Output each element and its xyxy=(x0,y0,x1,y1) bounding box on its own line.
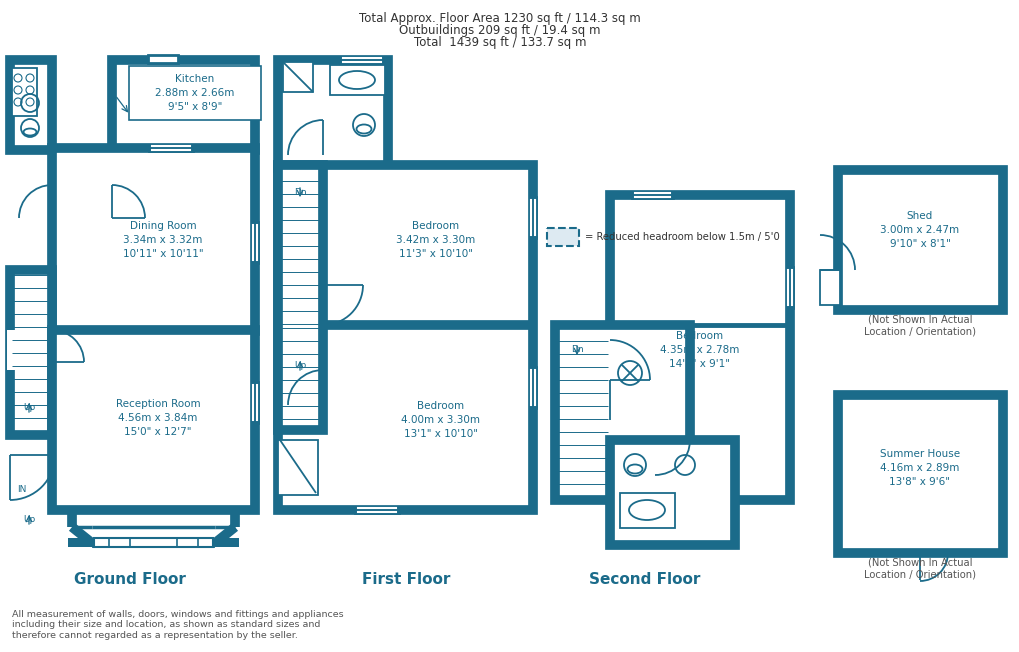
Bar xyxy=(112,60,255,150)
Bar xyxy=(278,165,533,510)
Text: Dn: Dn xyxy=(570,346,583,355)
Bar xyxy=(252,385,259,420)
Text: IN: IN xyxy=(17,486,26,494)
Text: First Floor: First Floor xyxy=(362,572,449,587)
Text: Bedroom
3.42m x 3.30m
11'3" x 10'10": Bedroom 3.42m x 3.30m 11'3" x 10'10" xyxy=(396,221,475,259)
Bar xyxy=(838,395,1002,553)
Bar xyxy=(7,330,15,370)
Bar xyxy=(342,57,381,64)
Text: Up: Up xyxy=(293,361,306,370)
Bar xyxy=(252,225,259,260)
Text: Up: Up xyxy=(22,404,35,413)
Bar xyxy=(609,195,790,500)
Text: Dn: Dn xyxy=(293,188,306,196)
Text: Shed
3.00m x 2.47m
9'10" x 8'1": Shed 3.00m x 2.47m 9'10" x 8'1" xyxy=(879,211,959,249)
Text: Second Floor: Second Floor xyxy=(589,572,700,587)
Bar xyxy=(282,62,313,92)
Bar xyxy=(94,538,213,547)
Bar xyxy=(635,192,669,199)
Bar xyxy=(148,55,178,63)
Bar xyxy=(554,325,689,500)
Bar xyxy=(278,60,387,168)
Bar xyxy=(10,60,52,150)
Text: Bedroom
4.35m x 2.78m
14'3" x 9'1": Bedroom 4.35m x 2.78m 14'3" x 9'1" xyxy=(659,331,739,369)
Bar xyxy=(278,440,318,495)
Text: (Not Shown In Actual
Location / Orientation): (Not Shown In Actual Location / Orientat… xyxy=(863,558,975,580)
Text: Up: Up xyxy=(22,516,35,524)
Bar xyxy=(52,330,255,510)
Bar xyxy=(10,270,52,435)
Bar xyxy=(278,165,323,430)
Bar xyxy=(330,65,384,95)
Text: All measurement of walls, doors, windows and fittings and appliances
including t: All measurement of walls, doors, windows… xyxy=(12,610,343,640)
Text: (Not Shown In Actual
Location / Orientation): (Not Shown In Actual Location / Orientat… xyxy=(863,315,975,336)
Text: Ground Floor: Ground Floor xyxy=(74,572,185,587)
Bar xyxy=(530,200,536,235)
Text: Total Approx. Floor Area 1230 sq ft / 114.3 sq m: Total Approx. Floor Area 1230 sq ft / 11… xyxy=(359,12,640,25)
Bar xyxy=(530,370,536,405)
Text: Kitchen
2.88m x 2.66m
9'5" x 8'9": Kitchen 2.88m x 2.66m 9'5" x 8'9" xyxy=(155,74,234,112)
FancyBboxPatch shape xyxy=(128,66,261,120)
Bar xyxy=(787,270,793,305)
Bar xyxy=(609,440,735,545)
Text: = Reduced headroom below 1.5m / 5'0: = Reduced headroom below 1.5m / 5'0 xyxy=(585,232,779,242)
Bar xyxy=(819,270,840,305)
Bar xyxy=(546,228,579,246)
Text: Summer House
4.16m x 2.89m
13'8" x 9'6": Summer House 4.16m x 2.89m 13'8" x 9'6" xyxy=(879,449,959,487)
Text: Outbuildings 209 sq ft / 19.4 sq m: Outbuildings 209 sq ft / 19.4 sq m xyxy=(398,24,600,37)
Text: Bedroom
4.00m x 3.30m
13'1" x 10'10": Bedroom 4.00m x 3.30m 13'1" x 10'10" xyxy=(401,401,480,439)
Bar xyxy=(609,195,790,325)
Bar xyxy=(152,145,190,152)
Text: Dining Room
3.34m x 3.32m
10'11" x 10'11": Dining Room 3.34m x 3.32m 10'11" x 10'11… xyxy=(122,221,203,259)
Text: Reception Room
4.56m x 3.84m
15'0" x 12'7": Reception Room 4.56m x 3.84m 15'0" x 12'… xyxy=(115,399,200,437)
Bar xyxy=(68,538,94,547)
Text: Total  1439 sq ft / 133.7 sq m: Total 1439 sq ft / 133.7 sq m xyxy=(414,36,586,49)
Bar xyxy=(12,68,37,116)
Bar xyxy=(838,170,1002,310)
Polygon shape xyxy=(72,510,234,543)
Bar xyxy=(52,148,255,331)
Bar xyxy=(213,538,238,547)
Bar xyxy=(358,507,395,514)
Bar xyxy=(620,493,675,528)
